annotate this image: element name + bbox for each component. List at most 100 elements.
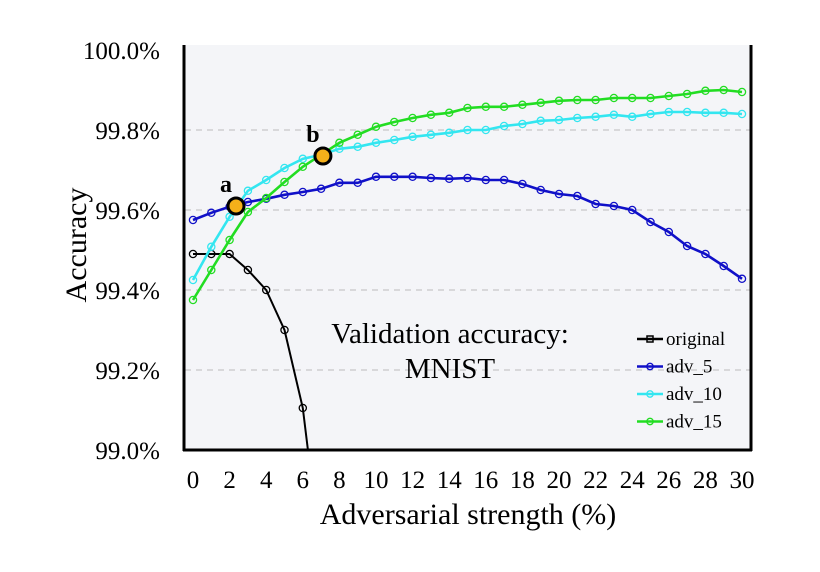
highlight-label-b: b bbox=[306, 122, 319, 148]
data-point bbox=[390, 172, 399, 182]
data-point bbox=[554, 115, 564, 125]
data-point bbox=[701, 108, 710, 118]
legend-item-adv_15: adv_15 bbox=[637, 412, 722, 433]
data-point bbox=[591, 112, 600, 122]
x-tick-label: 16 bbox=[473, 467, 498, 494]
series-adv_10 bbox=[188, 107, 747, 285]
data-point bbox=[298, 162, 308, 172]
data-point bbox=[390, 135, 399, 145]
x-tick-label: 8 bbox=[333, 467, 346, 494]
data-point bbox=[261, 285, 271, 295]
series-line bbox=[192, 175, 743, 280]
annotation-line-1: Validation accuracy: bbox=[331, 318, 569, 350]
legend-item-original: original bbox=[637, 329, 725, 350]
annotation-line-2: MNIST bbox=[405, 353, 496, 385]
data-point bbox=[243, 186, 253, 196]
data-point bbox=[682, 89, 692, 99]
data-point bbox=[335, 138, 344, 148]
legend-item-adv_5: adv_5 bbox=[637, 357, 712, 378]
data-point bbox=[737, 274, 747, 284]
data-point bbox=[536, 116, 545, 126]
data-point bbox=[682, 107, 692, 117]
data-point bbox=[518, 119, 527, 129]
data-point bbox=[335, 178, 344, 188]
data-point bbox=[207, 265, 216, 275]
data-point bbox=[444, 128, 454, 138]
data-point bbox=[646, 93, 655, 103]
data-point bbox=[390, 117, 399, 127]
data-point bbox=[719, 261, 728, 271]
data-point bbox=[664, 91, 674, 101]
data-point bbox=[682, 241, 692, 251]
data-point bbox=[554, 189, 564, 199]
data-point bbox=[280, 177, 289, 187]
data-point bbox=[225, 235, 234, 245]
data-point bbox=[518, 179, 527, 189]
y-tick-label: 100.0% bbox=[83, 38, 160, 65]
data-point bbox=[280, 325, 289, 335]
x-tick-label: 26 bbox=[656, 467, 681, 494]
data-point bbox=[463, 103, 472, 113]
data-point bbox=[719, 85, 728, 95]
data-point bbox=[408, 113, 417, 123]
x-tick-label: 6 bbox=[297, 467, 310, 494]
data-point bbox=[280, 190, 289, 200]
data-point bbox=[426, 130, 436, 140]
data-point bbox=[426, 173, 436, 183]
data-point bbox=[261, 175, 271, 185]
data-point bbox=[591, 95, 600, 105]
data-point bbox=[243, 207, 253, 217]
data-point bbox=[408, 132, 417, 142]
data-point bbox=[646, 109, 655, 119]
data-point bbox=[225, 249, 234, 259]
data-point bbox=[444, 108, 454, 118]
legend-label: adv_10 bbox=[666, 384, 722, 405]
data-point bbox=[316, 184, 326, 194]
data-point bbox=[536, 185, 545, 195]
y-tick-label: 99.0% bbox=[95, 438, 160, 465]
data-point bbox=[701, 86, 710, 96]
legend-label: adv_5 bbox=[666, 357, 712, 378]
data-point bbox=[701, 249, 710, 259]
data-point bbox=[353, 142, 362, 152]
highlight-label-a: a bbox=[220, 172, 232, 198]
y-tick-label: 99.6% bbox=[95, 198, 160, 225]
legend-label: adv_15 bbox=[666, 412, 722, 433]
data-point bbox=[225, 212, 234, 222]
data-point bbox=[609, 93, 619, 103]
y-tick-label: 99.2% bbox=[95, 358, 160, 385]
data-point bbox=[243, 265, 253, 275]
x-tick-label: 24 bbox=[620, 467, 646, 494]
data-point bbox=[609, 110, 619, 120]
x-tick-label: 2 bbox=[223, 467, 236, 494]
data-point bbox=[280, 163, 289, 173]
data-point bbox=[207, 242, 216, 252]
data-point bbox=[188, 295, 198, 305]
data-point bbox=[353, 178, 362, 188]
data-point bbox=[353, 130, 362, 140]
legend: original adv_5 adv_10 adv_15 bbox=[637, 329, 725, 433]
data-point bbox=[408, 172, 417, 182]
data-point bbox=[499, 175, 509, 185]
data-point bbox=[737, 109, 747, 119]
data-point bbox=[573, 95, 582, 105]
x-tick-label: 22 bbox=[583, 467, 608, 494]
data-point bbox=[536, 98, 545, 108]
series-line bbox=[191, 88, 743, 301]
series-adv_15 bbox=[188, 85, 747, 305]
x-tick-label: 14 bbox=[437, 467, 463, 494]
data-point bbox=[664, 107, 674, 117]
data-point bbox=[499, 121, 509, 131]
y-axis-label: Accuracy bbox=[60, 188, 93, 303]
x-tick-label: 4 bbox=[260, 467, 273, 494]
data-point bbox=[554, 96, 564, 106]
x-tick-label: 0 bbox=[187, 467, 200, 494]
data-point bbox=[463, 125, 472, 135]
y-tick-label: 99.4% bbox=[95, 278, 160, 305]
highlight-point-b bbox=[313, 146, 333, 166]
data-point bbox=[481, 175, 491, 185]
x-tick-label: 28 bbox=[693, 467, 718, 494]
data-point bbox=[609, 201, 619, 211]
data-point bbox=[573, 191, 582, 201]
